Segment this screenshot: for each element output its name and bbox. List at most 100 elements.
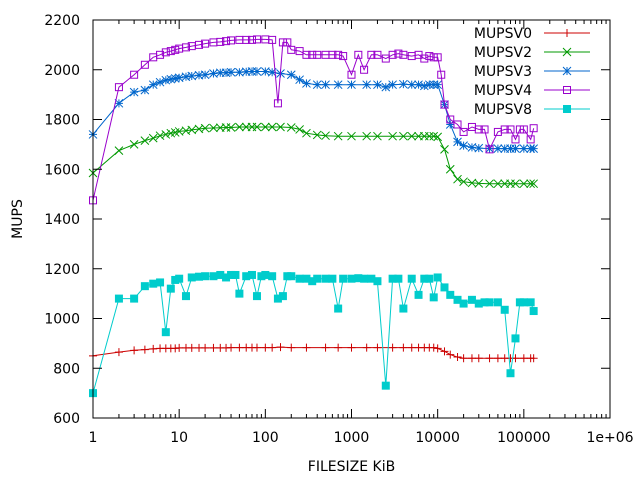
data-point	[445, 120, 455, 129]
data-point	[347, 80, 356, 90]
x-tick-label: 1000	[334, 430, 370, 446]
x-tick-label: 1e+06	[586, 430, 633, 446]
data-point	[295, 75, 304, 85]
data-point	[149, 279, 158, 288]
data-point	[500, 125, 509, 134]
y-axis-label: MUPS	[10, 199, 26, 239]
data-point	[373, 80, 382, 90]
data-point	[313, 274, 322, 283]
data-point	[181, 72, 191, 82]
data-point	[333, 131, 343, 141]
data-point	[519, 354, 528, 363]
data-point	[388, 131, 397, 141]
data-point	[302, 128, 311, 138]
series-mupsv4	[89, 35, 538, 205]
data-point	[453, 174, 462, 184]
data-point	[394, 274, 403, 283]
data-point	[140, 60, 149, 69]
data-point	[529, 124, 538, 133]
data-point	[333, 80, 343, 90]
data-point	[381, 381, 390, 390]
data-point	[201, 39, 210, 48]
data-point	[399, 50, 408, 59]
data-point	[362, 343, 371, 352]
data-point	[440, 283, 449, 292]
data-point	[252, 292, 261, 301]
data-point	[493, 298, 502, 307]
data-point	[437, 70, 446, 79]
data-point	[181, 292, 190, 301]
data-point	[453, 353, 462, 362]
data-point	[129, 87, 139, 97]
y-tick-label: 600	[53, 411, 80, 427]
data-point	[453, 137, 462, 147]
data-point	[485, 298, 494, 307]
data-point	[480, 125, 489, 134]
data-point	[261, 270, 270, 279]
x-tick-label: 100	[252, 430, 279, 446]
y-tick-label: 800	[53, 361, 80, 377]
data-point	[161, 130, 171, 139]
data-point	[226, 67, 236, 77]
data-point	[155, 131, 165, 141]
data-point	[187, 273, 196, 282]
data-point	[414, 290, 423, 299]
data-point	[362, 80, 372, 90]
data-point	[268, 35, 277, 44]
data-point	[425, 52, 434, 61]
data-point	[459, 141, 468, 150]
data-point	[373, 50, 382, 59]
data-point	[166, 74, 176, 84]
data-point	[295, 274, 304, 283]
y-tick-label: 1400	[44, 212, 80, 228]
data-point	[148, 133, 158, 143]
data-point	[334, 304, 343, 313]
data-point	[500, 305, 509, 314]
data-point	[235, 122, 244, 132]
data-point	[511, 334, 520, 343]
data-point	[114, 98, 124, 108]
data-point	[506, 125, 515, 134]
data-point	[388, 80, 397, 90]
data-point	[407, 131, 417, 141]
y-tick-label: 1000	[44, 312, 80, 328]
data-point	[367, 50, 376, 59]
data-point	[526, 135, 535, 144]
data-point	[278, 292, 287, 301]
data-point	[493, 354, 502, 363]
data-point	[267, 122, 277, 132]
data-point	[215, 68, 225, 78]
data-point	[407, 80, 417, 90]
data-point	[433, 344, 442, 353]
data-point	[420, 54, 429, 63]
data-point	[339, 274, 348, 283]
data-point	[302, 79, 311, 88]
data-point	[226, 123, 236, 132]
x-tick-label: 1	[89, 430, 98, 446]
data-point	[485, 179, 494, 189]
data-point	[321, 131, 330, 141]
legend-marker	[563, 29, 571, 37]
data-point	[247, 270, 256, 279]
data-point	[493, 179, 503, 189]
data-point	[174, 73, 184, 83]
data-point	[287, 45, 296, 54]
data-point	[419, 81, 429, 91]
data-point	[286, 123, 296, 132]
data-point	[276, 343, 285, 352]
data-point	[295, 125, 304, 134]
data-point	[467, 143, 477, 152]
data-point	[360, 274, 369, 283]
data-point	[247, 35, 256, 44]
data-point	[287, 272, 296, 281]
legend-label: MUPSV2	[474, 45, 532, 61]
data-point	[373, 343, 382, 352]
data-point	[339, 52, 348, 61]
data-point	[328, 274, 337, 283]
data-point	[424, 80, 434, 90]
data-point	[506, 144, 515, 153]
data-point	[440, 144, 449, 154]
data-point	[347, 343, 356, 352]
x-tick-label: 10000	[415, 430, 460, 446]
legend-label: MUPSV3	[474, 64, 532, 80]
